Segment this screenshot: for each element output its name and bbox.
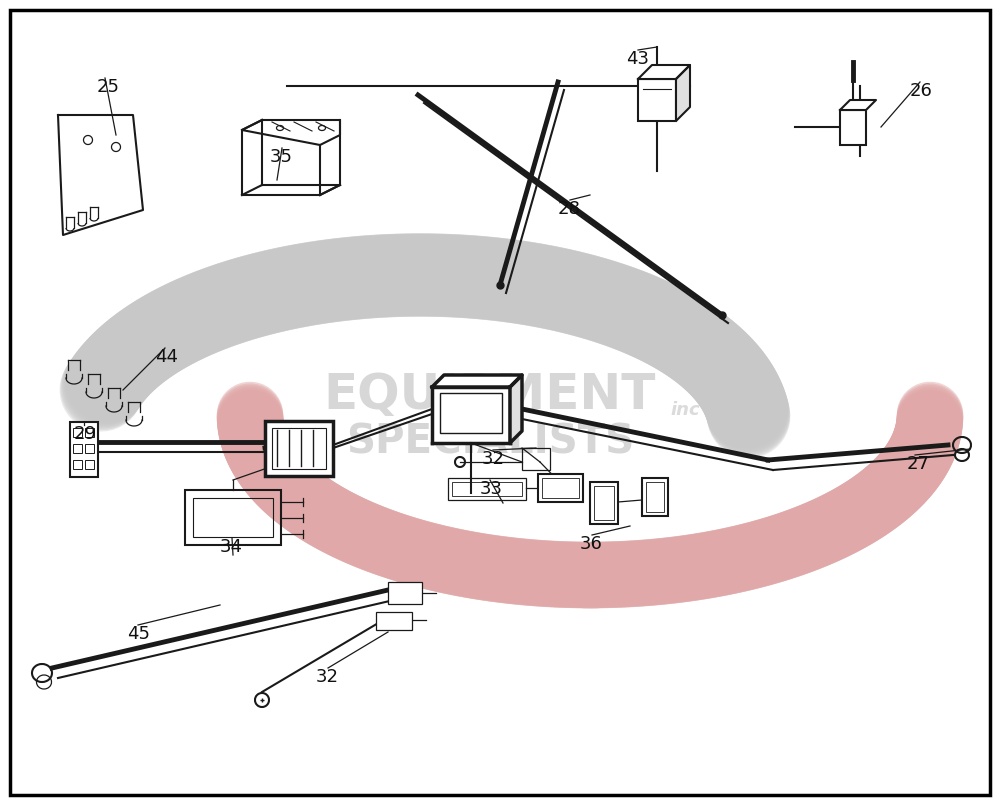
Text: inc: inc [670,401,700,419]
Bar [376,612,412,630]
Polygon shape [510,375,522,443]
Bar [642,478,668,516]
Bar [538,474,583,502]
Text: 32: 32 [316,668,339,686]
Bar [265,421,333,476]
Bar [452,482,522,496]
Polygon shape [840,100,876,110]
Bar [85,460,94,469]
Polygon shape [432,375,522,387]
Polygon shape [676,65,690,121]
Text: 25: 25 [97,78,120,96]
Bar [70,422,98,477]
Bar [73,460,82,469]
Text: 29: 29 [74,425,97,443]
Polygon shape [432,387,510,443]
Text: 45: 45 [127,625,150,643]
Bar [840,110,866,145]
Text: EQUIPMENT: EQUIPMENT [324,371,656,419]
Bar [594,486,614,520]
Bar [73,444,82,453]
Text: 36: 36 [580,535,603,553]
Bar [448,478,526,500]
Bar [440,393,502,433]
Polygon shape [638,65,690,79]
Bar [85,428,94,437]
Text: 43: 43 [626,50,649,68]
Polygon shape [242,120,340,145]
Text: 33: 33 [480,480,503,498]
Bar [522,448,550,470]
Bar [272,428,326,469]
Bar [646,482,664,512]
Bar [388,582,422,604]
Bar [193,498,273,537]
Bar [590,482,618,524]
Bar [542,478,579,498]
Text: 35: 35 [270,148,293,166]
Bar [185,490,281,545]
Text: 34: 34 [220,538,243,556]
Bar [638,79,676,121]
Bar [85,444,94,453]
Text: 27: 27 [907,455,930,473]
Text: 32: 32 [482,450,505,468]
Text: 44: 44 [155,348,178,366]
Text: 28: 28 [558,200,581,218]
Bar [73,428,82,437]
Text: SPECIALISTS: SPECIALISTS [346,422,634,462]
Text: 26: 26 [910,82,933,100]
